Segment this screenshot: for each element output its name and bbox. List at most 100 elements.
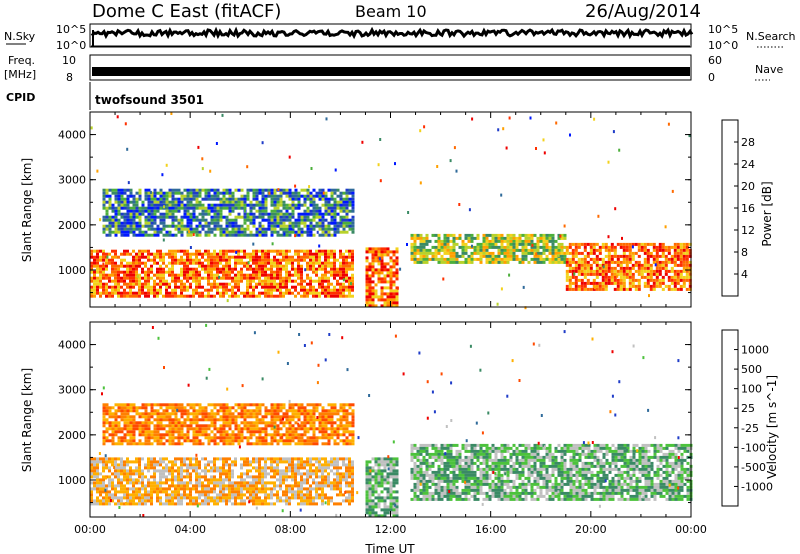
scatter-point (90, 126, 93, 130)
data-cell (622, 260, 626, 264)
data-cell (174, 493, 177, 497)
data-cell (186, 484, 189, 488)
data-cell (159, 484, 162, 488)
data-cell (216, 484, 219, 488)
data-cell (213, 475, 216, 479)
data-cell (114, 472, 117, 476)
data-cell (533, 254, 537, 258)
data-cell (377, 274, 381, 278)
data-cell (219, 230, 223, 234)
data-cell (595, 260, 599, 264)
data-cell (219, 209, 223, 213)
data-cell (536, 260, 540, 264)
data-cell (315, 224, 319, 228)
data-cell (231, 203, 235, 207)
data-cell (237, 273, 240, 277)
data-cell (479, 254, 483, 258)
data-cell (159, 427, 163, 431)
data-cell (189, 194, 193, 198)
data-cell (416, 251, 420, 255)
data-cell (159, 457, 162, 461)
data-cell (270, 209, 274, 213)
data-cell (108, 421, 112, 425)
data-cell (177, 433, 181, 437)
data-cell (225, 224, 229, 228)
data-cell (174, 255, 177, 259)
data-cell (580, 242, 584, 246)
data-cell (392, 304, 396, 308)
data-cell (288, 227, 292, 231)
data-cell (637, 266, 641, 270)
data-cell (186, 191, 190, 195)
data-cell (108, 406, 112, 410)
data-cell (135, 197, 139, 201)
data-cell (303, 215, 307, 219)
data-cell (171, 255, 174, 259)
data-cell (123, 227, 127, 231)
data-cell (222, 264, 225, 268)
data-cell (348, 191, 352, 195)
data-cell (117, 457, 120, 461)
scatter-point (667, 122, 670, 126)
data-cell (586, 266, 590, 270)
data-cell (264, 255, 267, 259)
data-cell (365, 280, 369, 284)
data-cell (560, 248, 564, 252)
scatter-point (522, 285, 525, 289)
data-cell (150, 224, 154, 228)
data-cell (303, 463, 306, 467)
data-cell (126, 224, 130, 228)
data-cell (123, 264, 126, 268)
data-cell (204, 270, 207, 274)
data-cell (324, 481, 327, 485)
data-cell (577, 245, 581, 249)
data-cell (264, 469, 267, 473)
data-cell (195, 215, 199, 219)
data-cell (330, 270, 333, 274)
data-cell (297, 249, 300, 253)
data-cell (165, 499, 168, 503)
data-cell (273, 258, 276, 262)
data-cell (171, 499, 174, 503)
data-cell (243, 481, 246, 485)
data-cell (144, 206, 148, 210)
data-cell (270, 261, 273, 265)
data-cell (156, 484, 159, 488)
data-cell (443, 242, 447, 246)
data-cell (114, 255, 117, 259)
data-cell (649, 263, 653, 267)
data-cell (129, 218, 133, 222)
data-cell (141, 487, 144, 491)
data-cell (210, 460, 213, 464)
data-cell (312, 233, 316, 237)
data-cell (270, 264, 273, 268)
data-cell (321, 288, 324, 292)
scatter-point (648, 294, 650, 298)
data-cell (141, 442, 145, 446)
data-cell (177, 209, 181, 213)
data-cell (446, 251, 450, 255)
scatter-point (593, 117, 596, 121)
data-cell (377, 262, 381, 266)
data-cell (195, 188, 199, 192)
data-cell (422, 239, 426, 243)
data-cell (201, 276, 204, 280)
data-cell (111, 261, 114, 265)
data-cell (321, 481, 324, 485)
data-cell (306, 291, 309, 295)
data-cell (162, 273, 165, 277)
data-cell (225, 487, 228, 491)
data-cell (279, 294, 282, 298)
data-cell (132, 285, 135, 289)
data-cell (336, 478, 339, 482)
data-cell (664, 266, 668, 270)
scatter-point (406, 243, 408, 246)
data-cell (261, 273, 264, 277)
data-cell (204, 472, 207, 476)
data-cell (162, 442, 166, 446)
data-cell (219, 490, 222, 494)
data-cell (389, 259, 393, 263)
data-cell (204, 249, 207, 253)
data-cell (351, 191, 355, 195)
data-cell (234, 481, 237, 485)
